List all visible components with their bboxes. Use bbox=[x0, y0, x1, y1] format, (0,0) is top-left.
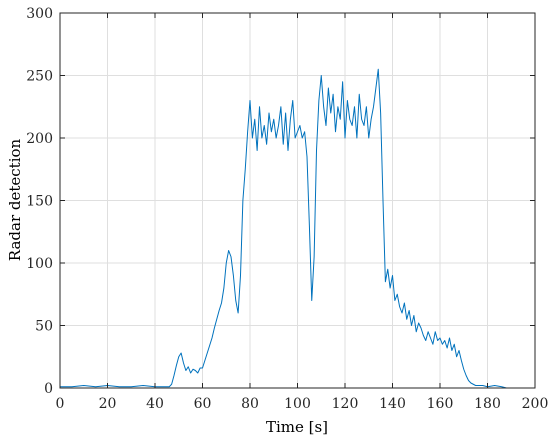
y-tick-label: 100 bbox=[26, 256, 53, 272]
data-series-line bbox=[60, 68, 507, 389]
x-tick-label: 120 bbox=[332, 396, 359, 412]
y-tick-label: 50 bbox=[35, 319, 53, 335]
grid bbox=[60, 13, 535, 388]
y-tick-label: 0 bbox=[44, 381, 53, 397]
x-tick-label: 140 bbox=[379, 396, 406, 412]
x-tick-label: 100 bbox=[284, 396, 311, 412]
y-tick-label: 150 bbox=[26, 194, 53, 210]
x-tick-label: 200 bbox=[522, 396, 549, 412]
x-tick-label: 180 bbox=[474, 396, 501, 412]
y-tick-label: 250 bbox=[26, 69, 53, 85]
x-tick-label: 0 bbox=[56, 396, 65, 412]
x-tick-label: 20 bbox=[99, 396, 117, 412]
x-tick-label: 60 bbox=[194, 396, 212, 412]
x-tick-label: 80 bbox=[241, 396, 259, 412]
axis-ticks: 0 20 40 60 80 100 120 140 160 180 200 0 50 100 150 200 2… bbox=[26, 6, 548, 412]
x-tick-label: 160 bbox=[427, 396, 454, 412]
y-axis-label: Radar detection bbox=[6, 138, 24, 261]
x-axis-label: Time [s] bbox=[266, 418, 328, 436]
y-tick-label: 300 bbox=[26, 6, 53, 22]
x-tick-label: 40 bbox=[146, 396, 164, 412]
y-tick-label: 200 bbox=[26, 131, 53, 147]
